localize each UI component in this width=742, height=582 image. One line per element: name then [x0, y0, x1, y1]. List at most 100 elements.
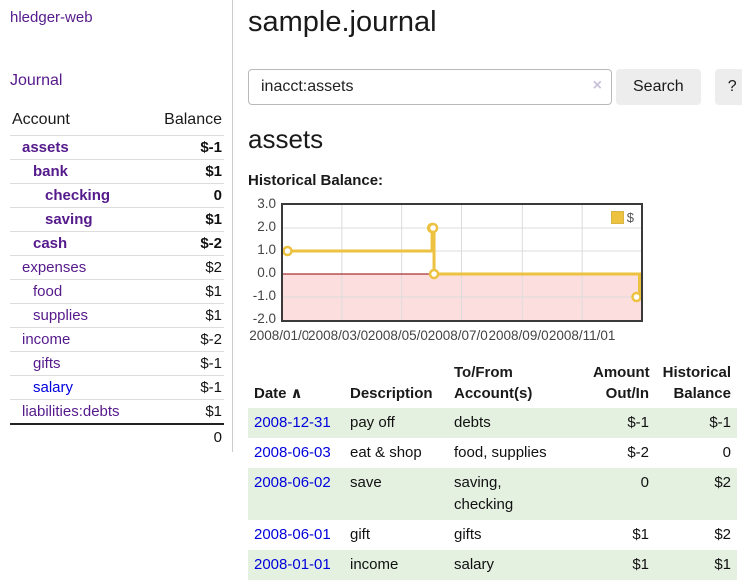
transaction-accounts: salary [448, 549, 587, 580]
transaction-accounts: gifts [454, 525, 482, 543]
chart-legend: $ [609, 209, 635, 225]
transaction-accounts: food, supplies [454, 443, 547, 461]
register-header-date-label: Date [254, 384, 287, 402]
account-link-bank[interactable]: bank [33, 163, 69, 180]
account-balance: 0 [147, 183, 224, 208]
sidebar-item-journal[interactable]: Journal [10, 72, 63, 89]
transaction-date-link[interactable]: 2008-12-31 [254, 413, 331, 431]
transaction-date-link[interactable]: 2008-06-01 [254, 525, 331, 543]
transaction-accounts: debts [448, 407, 587, 438]
y-axis-tick-label: 1.0 [257, 241, 276, 257]
transaction-description: gift [350, 525, 371, 543]
y-axis-tick-label: 0.0 [257, 264, 276, 280]
register-row: 2008-06-02 save saving, checking 0 $2 [248, 467, 737, 520]
register-header-row: Date ∧ Description To/From Account(s) Amo… [248, 360, 737, 408]
account-row-expenses: expenses $2 [10, 255, 224, 280]
accounts-header-row: Account Balance [10, 108, 224, 136]
accounts-total-spacer [10, 423, 148, 450]
account-balance: $1 [147, 207, 224, 232]
account-link-assets[interactable]: assets [22, 139, 69, 156]
register-header-description: Description [350, 384, 433, 402]
account-link-income[interactable]: income [22, 331, 71, 348]
y-axis-tick-label: -2.0 [252, 310, 276, 326]
transaction-description: eat & shop [350, 443, 422, 461]
account-row-food: food $1 [10, 279, 224, 304]
account-balance: $1 [147, 279, 224, 304]
chart-plot-area: $ [281, 202, 643, 322]
register-row: 2008-01-01 income salary $1 $1 [248, 549, 737, 580]
account-balance: $-1 [147, 135, 224, 160]
account-link-expenses[interactable]: expenses [22, 259, 87, 276]
accounts-header-balance: Balance [164, 111, 222, 128]
clear-search-icon[interactable]: × [592, 77, 602, 95]
account-balance: $-1 [147, 375, 224, 400]
account-balance: $1 [147, 303, 224, 328]
account-balance: $2 [147, 255, 224, 280]
account-row-checking: checking 0 [10, 183, 224, 208]
register-header-accounts: To/From Account(s) [454, 363, 533, 402]
register-header-date[interactable]: Date ∧ [248, 360, 344, 408]
page-title: sample.journal [248, 6, 437, 38]
account-row-gifts: gifts $-1 [10, 351, 224, 376]
transaction-balance: 0 [722, 443, 731, 461]
account-row-bank: bank $1 [10, 159, 224, 184]
transaction-balance: $-1 [655, 407, 737, 438]
brand: hledger-web [10, 9, 224, 26]
chart-title: Historical Balance: [248, 171, 384, 189]
account-link-liabilities-debts[interactable]: liabilities:debts [22, 403, 120, 420]
search-button[interactable]: Search [616, 69, 701, 106]
account-link-food[interactable]: food [33, 283, 63, 300]
account-link-supplies[interactable]: supplies [33, 307, 89, 324]
account-link-salary[interactable]: salary [33, 379, 74, 396]
account-link-gifts[interactable]: gifts [33, 355, 61, 372]
register-table: Date ∧ Description To/From Account(s) Amo… [248, 360, 737, 580]
accounts-table: Account Balance assets $-1 bank $1 check… [10, 108, 224, 450]
account-row-cash: cash $-2 [10, 231, 224, 256]
x-axis-tick-label: 2008/03/01 [308, 327, 376, 343]
x-axis-tick-label: 2008/07/01 [427, 327, 496, 343]
transaction-description: income [344, 549, 448, 580]
chart-canvas [283, 204, 641, 320]
transaction-balance: $2 [655, 467, 737, 520]
accounts-total-value: 0 [147, 423, 224, 450]
accounts-header-account: Account [12, 111, 70, 128]
search-input[interactable] [248, 69, 612, 106]
transaction-date-link[interactable]: 2008-01-01 [254, 555, 331, 573]
x-axis-tick-label: 2008/09/01 [488, 327, 557, 343]
main-panel: sample.journal × Search ? assets Histori… [233, 0, 742, 580]
account-row-saving: saving $1 [10, 207, 224, 232]
y-axis-tick-label: -1.0 [252, 287, 276, 303]
transaction-balance: $2 [714, 525, 731, 543]
y-axis-tick-label: 3.0 [257, 195, 276, 211]
sidebar-nav: Journal [10, 72, 224, 90]
account-link-saving[interactable]: saving [45, 211, 93, 228]
account-balance: $1 [147, 399, 224, 424]
register-row: 2008-12-31 pay off debts $-1 $-1 [248, 407, 737, 438]
x-axis-tick-label: 2008/01/01 [249, 327, 317, 343]
account-balance: $1 [147, 159, 224, 184]
brand-link[interactable]: hledger-web [10, 9, 93, 26]
transaction-date-link[interactable]: 2008-06-02 [254, 473, 331, 491]
transaction-amount: $-1 [587, 407, 655, 438]
search-bar: × Search ? [248, 69, 742, 106]
transaction-date-link[interactable]: 2008-06-03 [254, 443, 331, 461]
register-header-balance: Historical Balance [662, 363, 731, 402]
legend-label: $ [626, 209, 634, 225]
sidebar: hledger-web Journal Account Balance asse… [0, 0, 233, 452]
account-link-checking[interactable]: checking [45, 187, 111, 204]
x-axis-tick-label: 2008/11/01 [548, 327, 616, 343]
account-row-liabilities-debts: liabilities:debts $1 [10, 399, 224, 424]
historical-balance-chart: $ 3.0 2.0 1.0 0.0 -1.0 -2.0 2008/01/01 2008/03/… [248, 196, 742, 346]
account-row-assets: assets $-1 [10, 135, 224, 160]
transaction-amount: $1 [587, 549, 655, 580]
transaction-balance: $1 [655, 549, 737, 580]
account-link-cash[interactable]: cash [33, 235, 68, 252]
account-row-supplies: supplies $1 [10, 303, 224, 328]
y-axis-tick-label: 2.0 [257, 218, 276, 234]
transaction-description: save [344, 467, 448, 520]
account-balance: $-2 [147, 327, 224, 352]
accounts-total-row: 0 [10, 423, 224, 450]
help-button[interactable]: ? [714, 69, 742, 106]
x-axis-tick-label: 2008/05/01 [367, 327, 436, 343]
